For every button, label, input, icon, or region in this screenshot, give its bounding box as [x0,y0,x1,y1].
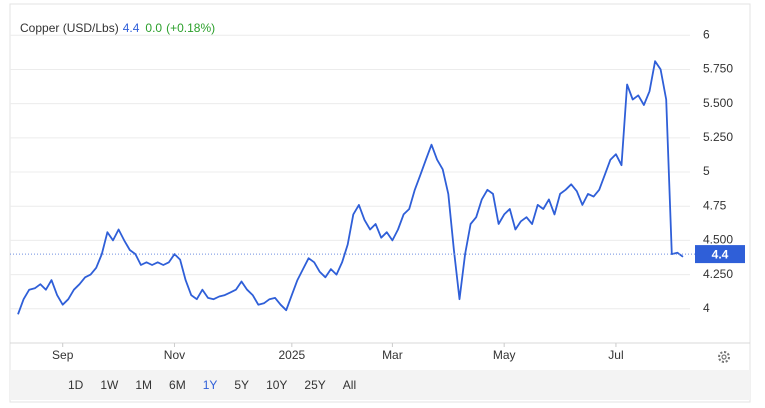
settings-icon[interactable] [718,351,730,363]
range-button[interactable]: 10Y [266,378,287,392]
y-tick-label: 5.250 [703,130,733,144]
range-button[interactable]: All [343,378,356,392]
x-tick-label: Mar [382,348,403,362]
y-tick-label: 6 [703,27,710,41]
y-tick-label: 5.500 [703,96,733,110]
header-change: 0.0 [145,21,162,35]
range-button[interactable]: 6M [169,378,186,392]
range-button[interactable]: 25Y [304,378,325,392]
range-button[interactable]: 1M [135,378,152,392]
x-tick-label: May [493,348,516,362]
y-tick-label: 5 [703,164,710,178]
range-bar [10,370,750,400]
y-tick-label: 4.75 [703,198,727,212]
x-tick-label: 2025 [278,348,305,362]
price-tag-label: 4.4 [712,247,729,261]
header-price: 4.4 [123,21,140,35]
chart-frame [9,3,751,403]
y-tick-label: 4.250 [703,267,733,281]
y-tick-label: 4 [703,301,710,315]
price-line [17,60,684,315]
range-button[interactable]: 1Y [203,378,218,392]
header-change-pct: (+0.18%) [166,21,215,35]
range-button[interactable]: 1W [100,378,119,392]
price-tag [695,245,745,264]
x-tick-label: Jul [608,348,623,362]
y-tick-label: 4.500 [703,233,733,247]
y-tick-label: 5.750 [703,62,733,76]
chart-title: Copper (USD/Lbs) [20,21,119,35]
x-tick-label: Nov [164,348,185,362]
range-button[interactable]: 5Y [234,378,249,392]
x-tick-label: Sep [52,348,74,362]
range-button[interactable]: 1D [68,378,84,392]
